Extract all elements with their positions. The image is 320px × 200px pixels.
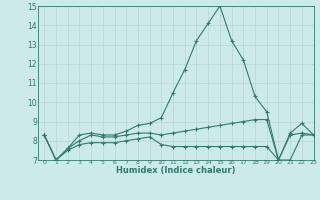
X-axis label: Humidex (Indice chaleur): Humidex (Indice chaleur): [116, 166, 236, 175]
